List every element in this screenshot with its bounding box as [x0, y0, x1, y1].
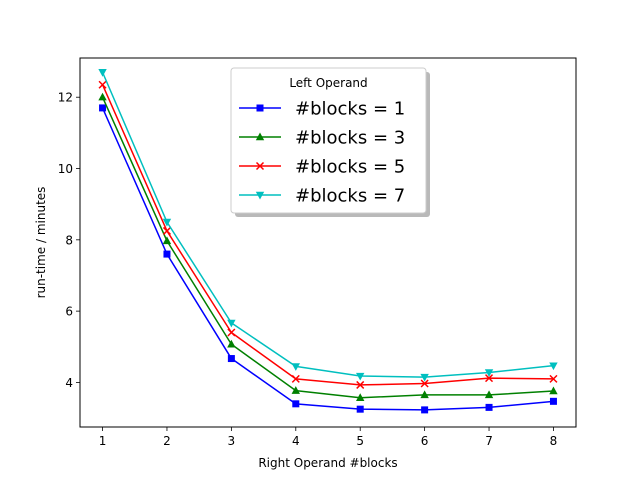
data-point — [98, 69, 107, 77]
data-point — [291, 386, 300, 394]
series-2 — [98, 92, 558, 401]
y-tick-label: 8 — [65, 233, 73, 247]
data-point — [420, 373, 429, 382]
data-point — [356, 405, 364, 413]
data-point — [485, 403, 493, 411]
data-point — [356, 372, 365, 381]
y-tick-label: 10 — [58, 162, 73, 176]
data-point — [420, 379, 429, 388]
series-line — [101, 84, 554, 386]
legend-marker — [256, 104, 264, 112]
x-tick-label: 2 — [163, 434, 171, 448]
data-point — [99, 104, 107, 112]
y-tick-label: 12 — [58, 91, 73, 105]
data-point — [227, 339, 236, 348]
data-point — [549, 374, 558, 383]
data-point — [227, 328, 236, 337]
x-axis: 1 2 3 4 5 6 7 8 — [99, 427, 558, 448]
x-tick-label: 5 — [356, 434, 364, 448]
x-axis-label: Right Operand #blocks — [258, 456, 397, 470]
legend-label: #blocks = 1 — [295, 99, 405, 120]
legend-label: #blocks = 7 — [295, 186, 405, 207]
series-line — [101, 107, 554, 411]
legend-entry: #blocks = 3 — [239, 128, 405, 149]
legend-marker — [255, 132, 265, 141]
series-3 — [98, 80, 558, 389]
legend-entry: #blocks = 1 — [239, 99, 405, 120]
legend-marker — [255, 161, 265, 171]
legend-entries: #blocks = 1 #blocks = 3 #blocks = 5 #blocks… — [239, 99, 405, 207]
series-1 — [99, 104, 557, 414]
legend-title: Left Operand — [289, 76, 367, 90]
y-tick-label: 6 — [65, 305, 73, 319]
data-point — [421, 406, 429, 414]
legend-entry: #blocks = 5 — [239, 157, 405, 178]
y-axis: 4 6 8 10 12 — [58, 91, 80, 390]
x-tick-label: 6 — [421, 434, 429, 448]
data-point — [484, 369, 494, 377]
data-point — [98, 80, 107, 89]
data-point — [549, 386, 558, 395]
x-tick-label: 7 — [485, 434, 493, 448]
x-tick-label: 8 — [550, 434, 558, 448]
legend: Left Operand #blocks = 1#blocks = 3#bloc… — [230, 67, 430, 217]
data-point — [549, 397, 557, 405]
data-point — [356, 380, 365, 389]
data-point — [549, 362, 558, 371]
plot-area — [98, 69, 558, 414]
data-point — [162, 226, 171, 235]
data-point — [484, 390, 494, 399]
x-tick-label: 4 — [292, 434, 300, 448]
y-tick-label: 4 — [65, 376, 73, 390]
series-line — [101, 96, 554, 399]
axes-frame — [79, 57, 577, 428]
series-line — [101, 71, 554, 378]
data-point — [227, 355, 235, 363]
data-point — [485, 374, 494, 383]
legend-label: #blocks = 5 — [295, 157, 405, 178]
data-point — [162, 236, 172, 245]
data-point — [162, 218, 172, 227]
data-point — [420, 390, 429, 399]
data-point — [291, 374, 300, 383]
legend-label: #blocks = 3 — [295, 128, 405, 149]
x-tick-label: 3 — [228, 434, 236, 448]
data-point — [163, 250, 171, 258]
data-point — [292, 400, 300, 408]
data-point — [98, 92, 107, 101]
data-point — [356, 393, 365, 401]
legend-marker — [255, 191, 265, 200]
data-point — [227, 319, 236, 328]
legend-entry: #blocks = 7 — [239, 186, 405, 207]
data-point — [291, 363, 300, 371]
y-axis-label: run-time / minutes — [34, 187, 48, 299]
x-tick-label: 1 — [99, 434, 107, 448]
legend-box — [230, 67, 427, 214]
series-4 — [98, 69, 558, 382]
